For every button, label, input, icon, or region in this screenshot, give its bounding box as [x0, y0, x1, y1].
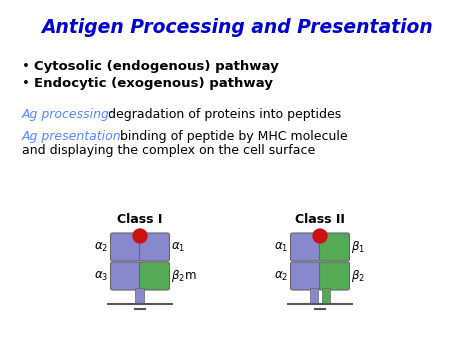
Text: Ag processing:: Ag processing:	[22, 108, 114, 121]
FancyBboxPatch shape	[110, 233, 140, 261]
Text: $\beta_1$: $\beta_1$	[352, 239, 365, 255]
Bar	[322, 288, 330, 304]
Text: degradation of proteins into peptides: degradation of proteins into peptides	[104, 108, 341, 121]
Text: binding of peptide by MHC molecule: binding of peptide by MHC molecule	[116, 130, 347, 143]
Text: Endocytic (exogenous) pathway: Endocytic (exogenous) pathway	[34, 77, 273, 90]
Text: •: •	[22, 77, 30, 90]
Text: and displaying the complex on the cell surface: and displaying the complex on the cell s…	[22, 144, 315, 157]
Text: $\beta_2$m: $\beta_2$m	[172, 268, 197, 284]
FancyBboxPatch shape	[319, 262, 349, 290]
Text: $\alpha_2$: $\alpha_2$	[274, 269, 289, 283]
Text: $\alpha_2$: $\alpha_2$	[94, 240, 109, 253]
Bar	[310, 288, 318, 304]
Text: Class II: Class II	[295, 213, 345, 226]
Text: $\alpha_1$: $\alpha_1$	[172, 240, 186, 253]
Circle shape	[313, 229, 327, 243]
FancyBboxPatch shape	[139, 233, 170, 261]
FancyBboxPatch shape	[110, 262, 140, 290]
Text: •: •	[22, 60, 30, 73]
Bar	[136, 288, 145, 304]
Text: Ag presentation:: Ag presentation:	[22, 130, 126, 143]
Text: Antigen Processing and Presentation: Antigen Processing and Presentation	[41, 18, 433, 37]
FancyBboxPatch shape	[291, 262, 320, 290]
FancyBboxPatch shape	[291, 233, 320, 261]
Text: $\alpha_1$: $\alpha_1$	[274, 240, 289, 253]
Text: Class I: Class I	[117, 213, 163, 226]
Text: Cytosolic (endogenous) pathway: Cytosolic (endogenous) pathway	[34, 60, 279, 73]
Circle shape	[133, 229, 147, 243]
Text: $\beta_2$: $\beta_2$	[352, 268, 365, 284]
FancyBboxPatch shape	[319, 233, 349, 261]
Text: $\alpha_3$: $\alpha_3$	[94, 269, 109, 283]
FancyBboxPatch shape	[139, 262, 170, 290]
